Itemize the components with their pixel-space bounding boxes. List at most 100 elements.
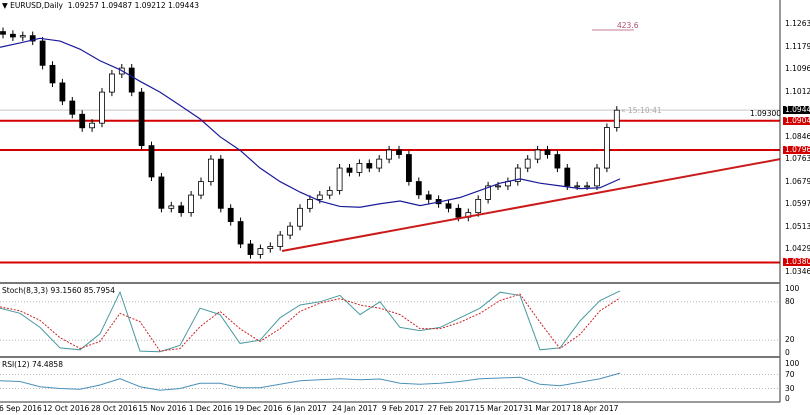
rsi-label: RSI(12) 74.4858 [2, 360, 63, 369]
bear-candle [49, 64, 56, 84]
bull-candle [168, 205, 175, 209]
bull-candle [89, 122, 95, 129]
date-axis-label: 1 Dec 2016 [188, 404, 232, 413]
bull-candle [99, 91, 105, 124]
bear-candle [455, 207, 462, 218]
bear-candle [178, 205, 185, 214]
stoch-axis-label: 80 [785, 296, 795, 306]
bull-candle [207, 158, 214, 182]
date-axis-label: 15 Mar 2017 [475, 404, 523, 413]
bull-candle [594, 167, 600, 187]
bull-candle [485, 185, 492, 200]
price-axis-label: 1.09300 [750, 109, 782, 118]
bear-candle [564, 167, 571, 187]
chart-header: ▼ EURUSD,Daily 1.09257 1.09487 1.09212 1… [2, 1, 199, 10]
stoch-label: Stoch(8,3,3) 93.1560 85.7954 [2, 286, 115, 295]
date-axis-label: 12 Oct 2016 [42, 404, 90, 413]
bull-candle [19, 35, 26, 38]
bull-candle [277, 234, 284, 247]
candles [0, 27, 620, 259]
ohlc-values: 1.09257 1.09487 1.09212 1.09443 [67, 1, 199, 10]
date-axis-label: 19 Dec 2016 [234, 404, 283, 413]
price-axis-label: 1.12630 [785, 19, 810, 28]
bull-candle [109, 73, 115, 93]
date-axis-label: 27 Feb 2017 [427, 404, 475, 413]
date-axis-label: 15 Nov 2016 [138, 404, 187, 413]
date-axis-label: 6 Jan 2017 [286, 404, 327, 413]
bull-candle [376, 158, 383, 169]
bear-candle [346, 167, 353, 173]
bull-candle [574, 185, 581, 188]
bear-candle [69, 100, 76, 115]
bull-candle [326, 190, 333, 196]
date-axis-label: 31 Mar 2017 [523, 404, 571, 413]
fib-label: 423.6 [617, 21, 639, 30]
bear-candle [128, 67, 135, 93]
stoch-axis-label: 20 [785, 335, 795, 345]
bear-candle [148, 145, 155, 178]
moving-average-line [0, 37, 621, 208]
bull-candle [613, 109, 620, 128]
bull-candle [316, 194, 323, 200]
bear-candle [396, 149, 402, 155]
price-axis-label: 1.04290 [785, 244, 810, 254]
bear-candle [9, 33, 16, 38]
date-axis-label: 24 Jan 2017 [332, 404, 378, 413]
rsi-axis-label: 0 [785, 394, 790, 403]
bear-candle [415, 181, 422, 196]
price-axis-label: 1.11790 [785, 41, 810, 51]
price-axis-label: 1.05970 [785, 199, 810, 208]
bear-candle [405, 154, 412, 182]
rsi-axis-label: 100 [785, 359, 800, 368]
price-axis-label: 1.06795 [785, 176, 810, 186]
bear-candle [554, 154, 561, 169]
bear-candle [39, 40, 46, 66]
price-axis-label: 1.08460 [785, 131, 810, 141]
date-axis-label: 26 Sep 2016 [0, 404, 42, 413]
date-axis-label: 28 Oct 2016 [91, 404, 138, 413]
bull-candle [257, 248, 264, 255]
bull-candle [297, 207, 303, 227]
bull-candle [287, 225, 294, 236]
bear-candle [29, 35, 36, 42]
date-axis-label: 18 Apr 2017 [572, 404, 619, 413]
date-axis-label: 9 Feb 2017 [381, 404, 424, 413]
level-price-label: 1.03806 [783, 258, 810, 267]
bull-candle [514, 167, 521, 182]
bear-candle [445, 203, 452, 209]
stoch-axis-label: 100 [785, 284, 800, 293]
bear-candle [79, 113, 86, 129]
bull-candle [188, 194, 195, 214]
stoch-axis-label: 0 [785, 348, 790, 357]
bear-candle [0, 31, 6, 35]
bull-candle [475, 199, 482, 214]
bull-candle [336, 167, 343, 191]
stoch-signal-line [0, 293, 621, 352]
symbol-label: EURUSD,Daily [10, 1, 63, 10]
rsi-main-line [0, 372, 621, 391]
stoch-main-line [0, 290, 621, 353]
price-axis-label: 1.07635 [785, 154, 810, 163]
bull-candle [604, 127, 610, 169]
bull-candle [386, 149, 393, 160]
level-price-label: 1.07968 [783, 146, 810, 154]
menu-triangle-icon[interactable]: ▼ [2, 1, 8, 10]
bear-candle [247, 243, 254, 255]
price-axis-label: 1.03465 [785, 266, 810, 276]
bear-candle [366, 163, 373, 169]
bear-candle [425, 194, 432, 200]
bull-candle [306, 199, 313, 209]
bull-candle [584, 185, 590, 188]
price-axis-label: 1.10125 [785, 86, 810, 96]
bull-candle [524, 158, 531, 169]
price-axis-label: 1.10965 [785, 64, 810, 73]
price-axis-label: 1.05130 [785, 221, 810, 231]
bull-candle [198, 181, 204, 196]
current-price-label: 1.09443 [783, 106, 810, 115]
bull-candle [267, 246, 274, 249]
bull-candle [356, 163, 363, 173]
bull-candle [534, 149, 541, 160]
bear-candle [544, 149, 551, 155]
bear-candle [227, 207, 234, 222]
